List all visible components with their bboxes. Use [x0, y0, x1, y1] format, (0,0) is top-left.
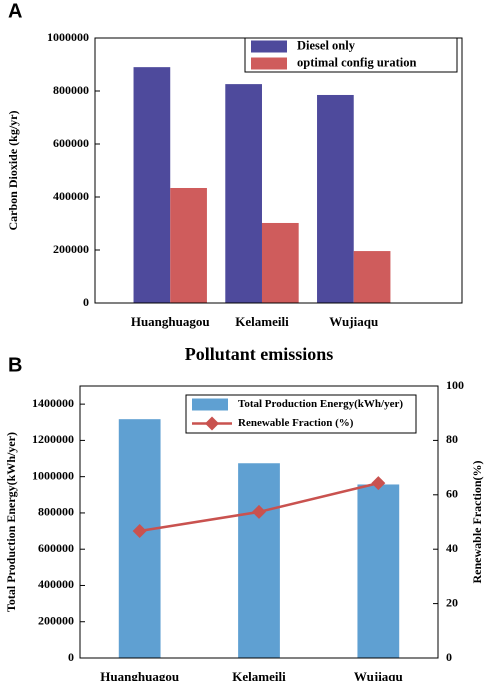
y-tick-label: 600000 — [53, 136, 89, 150]
bar — [238, 463, 280, 658]
y-tick-label: 1000000 — [47, 30, 89, 44]
bar — [170, 187, 207, 303]
y-axis-label: Total Production Energy(kWh/yer) — [4, 432, 18, 612]
x-tick-label: Huanghuagou — [131, 314, 210, 329]
y-tick-label: 0 — [68, 650, 74, 664]
y2-axis-label: Renewable Fraction(%) — [470, 461, 484, 584]
bar — [133, 67, 171, 304]
y-tick-label: 800000 — [38, 505, 74, 519]
y-tick-label: 200000 — [38, 613, 74, 627]
x-tick-label: Wujiaqu — [354, 669, 403, 681]
y-tick-label: 400000 — [38, 577, 74, 591]
bar — [261, 222, 299, 303]
x-tick-label: Huanghuagou — [100, 669, 179, 681]
legend-swatch — [251, 40, 287, 53]
y-tick-label: 0 — [83, 295, 89, 309]
legend-label: optimal config uration — [297, 55, 416, 69]
bar — [317, 94, 354, 303]
y-tick-label: 400000 — [53, 189, 89, 203]
y2-tick-label: 100 — [446, 378, 464, 392]
chart-title: Pollutant emissions — [185, 344, 334, 364]
legend-swatch — [192, 398, 228, 411]
bar — [353, 251, 391, 303]
bar — [357, 484, 400, 658]
y-axis-label: Carbon Dioxide (kg/yr) — [6, 110, 20, 230]
y2-tick-label: 60 — [446, 487, 458, 501]
x-tick-label: Wujiaqu — [329, 314, 378, 329]
y-tick-label: 600000 — [38, 541, 74, 555]
legend-label: Renewable Fraction (%) — [238, 417, 354, 429]
y-tick-label: 1200000 — [32, 432, 74, 446]
marker — [132, 523, 147, 538]
bar — [118, 419, 161, 658]
y-tick-label: 200000 — [53, 242, 89, 256]
y-tick-label: 1400000 — [32, 396, 74, 410]
y-tick-label: 800000 — [53, 83, 89, 97]
y2-tick-label: 20 — [446, 595, 458, 609]
y2-tick-label: 80 — [446, 432, 458, 446]
x-tick-label: Kelameili — [235, 314, 289, 329]
marker — [252, 504, 266, 519]
y-tick-label: 1000000 — [32, 468, 74, 482]
y2-tick-label: 40 — [446, 541, 458, 555]
panel-label: A — [8, 0, 22, 22]
legend-swatch — [251, 57, 287, 70]
marker — [371, 476, 386, 491]
panel-label: B — [8, 354, 22, 376]
legend-label: Total Production Energy(kWh/yer) — [238, 398, 403, 410]
legend-label: Diesel only — [297, 38, 356, 52]
x-tick-label: Kelameili — [232, 669, 286, 681]
y2-tick-label: 0 — [446, 650, 452, 664]
legend-marker — [205, 416, 219, 431]
bar — [225, 84, 262, 303]
plot-frame — [79, 385, 439, 659]
